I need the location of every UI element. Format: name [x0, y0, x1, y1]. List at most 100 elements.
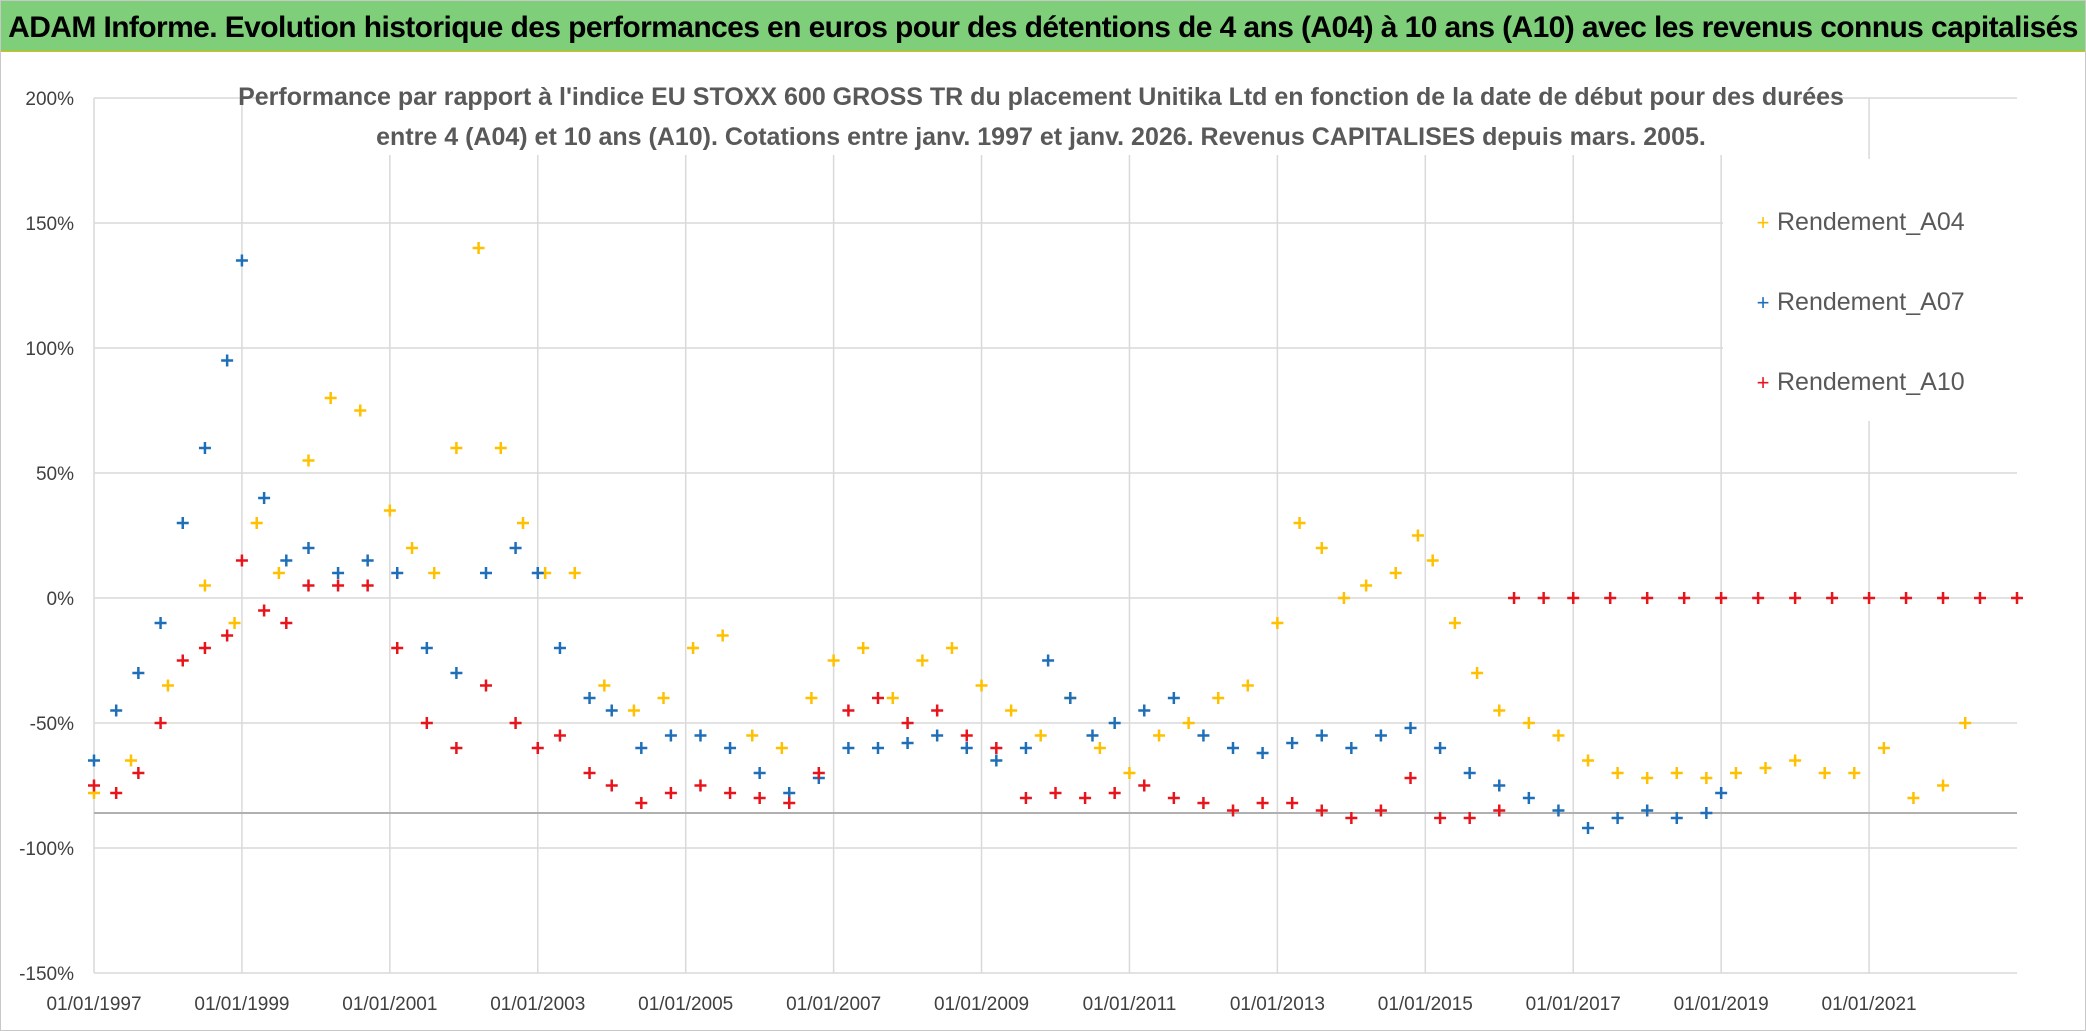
point-rendement-a04	[1818, 767, 1831, 779]
point-rendement-a07	[1086, 729, 1099, 742]
point-rendement-a10	[1256, 797, 1269, 809]
point-rendement-a04	[450, 442, 463, 454]
point-rendement-a07	[509, 542, 522, 554]
legend: + Rendement_A04 + Rendement_A07 + Rendem…	[1723, 159, 2021, 421]
x-tick-label: 01/01/2005	[638, 994, 733, 1015]
point-rendement-a04	[1271, 617, 1284, 629]
point-rendement-a10	[132, 767, 145, 779]
point-rendement-a04	[627, 704, 640, 717]
legend-label-a07: Rendement_A07	[1777, 288, 1965, 316]
point-rendement-a04	[1907, 792, 1920, 804]
point-rendement-a10	[605, 779, 618, 792]
point-rendement-a04	[1471, 667, 1484, 679]
y-tick-label: 150%	[25, 214, 74, 235]
point-rendement-a04	[161, 679, 174, 692]
x-tick-label: 01/01/2013	[1230, 994, 1325, 1015]
point-rendement-a04	[1759, 762, 1772, 774]
point-rendement-a10	[1286, 797, 1299, 809]
point-rendement-a07	[1404, 722, 1417, 734]
point-rendement-a07	[1374, 729, 1387, 742]
point-rendement-a04	[1641, 772, 1654, 784]
x-tick-label: 01/01/2003	[490, 994, 585, 1015]
x-tick-label: 01/01/2001	[342, 994, 437, 1015]
point-rendement-a10	[1678, 592, 1691, 604]
point-rendement-a07	[221, 354, 234, 367]
y-tick-label: -50%	[30, 714, 74, 735]
y-tick-label: 200%	[25, 89, 74, 110]
point-rendement-a04	[1389, 567, 1402, 579]
point-rendement-a04	[1182, 717, 1195, 729]
point-rendement-a07	[258, 492, 271, 504]
point-rendement-a10	[1567, 592, 1580, 604]
point-rendement-a04	[805, 692, 818, 704]
point-rendement-a10	[842, 704, 855, 717]
point-rendement-a07	[842, 742, 855, 754]
point-rendement-a04	[250, 517, 263, 529]
point-rendement-a07	[901, 737, 914, 749]
point-rendement-a10	[332, 579, 345, 592]
legend-box	[1723, 159, 2021, 421]
point-rendement-a10	[450, 742, 463, 754]
point-rendement-a10	[361, 579, 374, 592]
point-rendement-a04	[1493, 704, 1506, 717]
x-tick-label: 01/01/2019	[1674, 994, 1769, 1015]
point-rendement-a07	[753, 767, 766, 779]
point-rendement-a04	[1552, 729, 1565, 742]
point-rendement-a10	[1537, 592, 1550, 604]
y-tick-label: 100%	[25, 339, 74, 360]
legend-marker-a04: +	[1757, 210, 1770, 235]
point-rendement-a07	[1108, 717, 1121, 729]
chart-title-line1: Performance par rapport à l'indice EU ST…	[238, 83, 1844, 111]
point-rendement-a07	[1345, 742, 1358, 754]
point-rendement-a07	[605, 704, 618, 717]
point-rendement-a04	[516, 517, 529, 529]
point-rendement-a07	[1434, 742, 1447, 754]
x-tick-label: 01/01/2021	[1822, 994, 1917, 1015]
point-rendement-a10	[1863, 592, 1876, 604]
point-rendement-a07	[553, 642, 566, 654]
point-rendement-a10	[1493, 804, 1506, 817]
point-rendement-a04	[1212, 692, 1225, 704]
point-rendement-a07	[176, 517, 189, 529]
point-rendement-a10	[198, 642, 211, 654]
point-rendement-a10	[635, 797, 648, 809]
point-rendement-a07	[1463, 767, 1476, 779]
point-rendement-a04	[916, 654, 929, 667]
point-rendement-a10	[1900, 592, 1913, 604]
y-tick-label: 50%	[36, 464, 74, 485]
point-rendement-a07	[391, 567, 404, 579]
point-rendement-a04	[1153, 729, 1166, 742]
point-rendement-a07	[1286, 737, 1299, 749]
point-rendement-a04	[775, 742, 788, 754]
point-rendement-a10	[931, 704, 944, 717]
point-rendement-a07	[88, 754, 100, 767]
point-rendement-a10	[1434, 812, 1447, 824]
point-rendement-a07	[1670, 812, 1683, 824]
point-rendement-a10	[479, 679, 492, 692]
point-rendement-a07	[450, 667, 463, 679]
point-rendement-a07	[280, 554, 293, 567]
point-rendement-a04	[354, 404, 367, 417]
legend-label-a04: Rendement_A04	[1777, 208, 1965, 236]
point-rendement-a10	[1019, 792, 1032, 804]
point-rendement-a04	[857, 642, 870, 654]
title-background	[269, 81, 1799, 155]
point-rendement-a04	[568, 567, 581, 579]
x-tick-label: 01/01/2015	[1378, 994, 1473, 1015]
point-rendement-a10	[1079, 792, 1092, 804]
point-rendement-a04	[1241, 679, 1254, 692]
point-rendement-a10	[1974, 592, 1987, 604]
point-rendement-a04	[1611, 767, 1624, 779]
y-tick-label: -150%	[19, 964, 74, 985]
point-rendement-a07	[1582, 822, 1595, 834]
point-rendement-a04	[302, 454, 315, 467]
point-rendement-a10	[258, 604, 271, 617]
point-rendement-a10	[280, 617, 293, 629]
point-rendement-a10	[302, 579, 315, 592]
point-rendement-a10	[1463, 812, 1476, 824]
point-rendement-a04	[228, 617, 241, 629]
point-rendement-a07	[871, 742, 884, 754]
point-rendement-a10	[1227, 804, 1240, 817]
y-tick-label: 0%	[47, 589, 75, 610]
point-rendement-a04	[1411, 529, 1424, 542]
